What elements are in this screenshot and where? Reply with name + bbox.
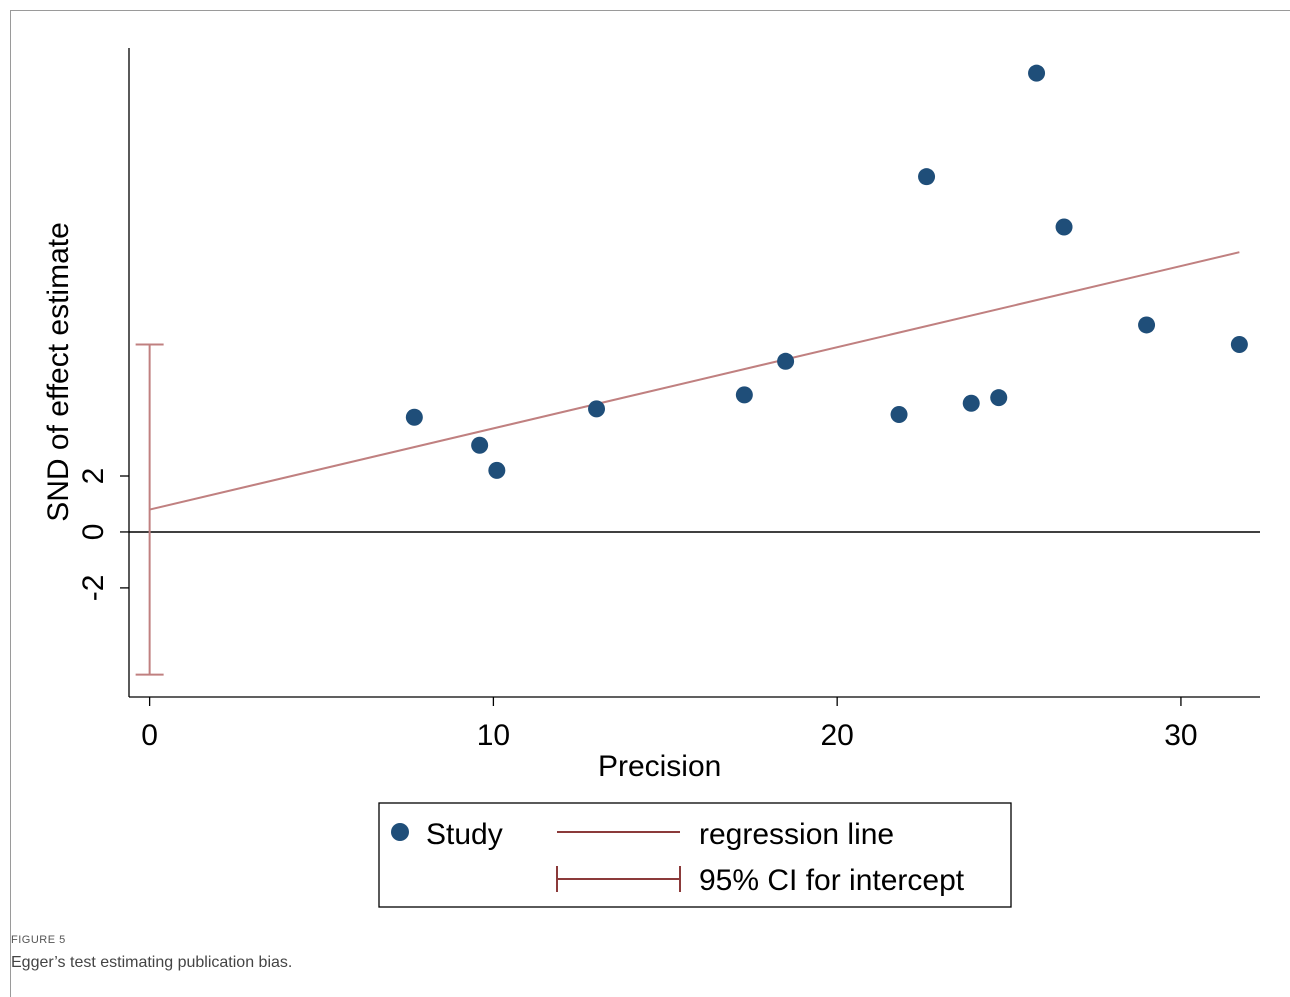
legend-ci-label: 95% CI for intercept	[699, 864, 965, 897]
study-point	[1028, 64, 1046, 82]
study-point	[488, 461, 506, 479]
study-point	[735, 386, 753, 404]
x-axis-title: Precision	[598, 750, 721, 783]
regression-line	[149, 251, 1240, 511]
legend-box	[378, 802, 1012, 908]
study-point	[1230, 336, 1248, 354]
study-point	[918, 168, 936, 186]
y-tick-label: 0	[77, 524, 110, 541]
study-point	[588, 400, 606, 418]
study-point	[890, 405, 908, 423]
figure-label: FIGURE 5	[11, 934, 66, 946]
x-tick-label: 20	[820, 719, 853, 752]
axes: 0 10 20 30 -2 0 2 Precision SND of effect estima…	[42, 48, 1260, 783]
study-point	[777, 352, 795, 370]
figure-caption: Egger’s test estimating publication bias…	[11, 954, 293, 971]
x-tick-label: 30	[1164, 719, 1197, 752]
x-tick-label: 10	[477, 719, 510, 752]
y-tick-label: 2	[77, 468, 110, 485]
x-tick-label: 0	[141, 719, 158, 752]
study-point	[405, 408, 423, 426]
legend-study-marker	[391, 823, 409, 841]
legend-study-label: Study	[426, 818, 503, 851]
study-point	[1055, 218, 1073, 236]
figure-frame	[10, 10, 1290, 997]
y-tick-label: -2	[77, 575, 110, 602]
study-point	[962, 394, 980, 412]
legend-regression-label: regression line	[699, 818, 894, 851]
egger-plot: 0 10 20 30 -2 0 2 Precision SND of effect estima…	[42, 48, 1260, 908]
y-axis-title: SND of effect estimate	[42, 222, 75, 522]
study-point	[990, 389, 1008, 407]
study-point	[1138, 316, 1156, 334]
study-point	[471, 436, 489, 454]
legend: Study regression line 95% CI for intercept	[378, 802, 1012, 908]
chart-marks	[129, 64, 1260, 676]
